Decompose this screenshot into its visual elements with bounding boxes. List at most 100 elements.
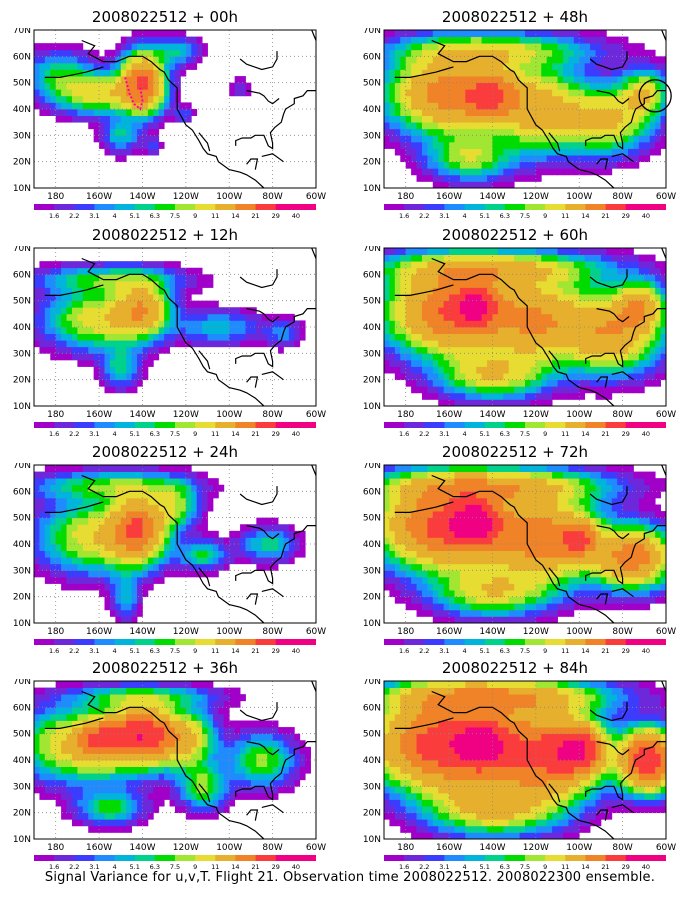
heatmap-cell	[169, 300, 176, 308]
heatmap-cell	[568, 254, 575, 262]
heatmap-cell	[223, 753, 230, 761]
heatmap-cell	[421, 49, 428, 57]
heatmap-cell	[465, 353, 472, 361]
heatmap-cell	[579, 56, 586, 64]
heatmap-cell	[175, 786, 181, 794]
heatmap-cell	[449, 392, 455, 400]
heatmap-cell	[272, 720, 279, 728]
heatmap-cell	[427, 307, 434, 315]
heatmap-cell	[459, 379, 466, 387]
colorbar-label: 3.1	[439, 212, 449, 220]
heatmap-cell	[411, 313, 417, 321]
heatmap-cell	[191, 812, 198, 820]
heatmap-cell	[207, 333, 214, 341]
heatmap-cell	[147, 307, 154, 315]
heatmap-cell	[44, 746, 51, 754]
heatmap-cell	[579, 392, 586, 400]
heatmap-cell	[546, 115, 553, 123]
heatmap-cell	[175, 109, 181, 116]
heatmap-cell	[606, 76, 613, 84]
heatmap-cell	[633, 62, 640, 70]
heatmap-cell	[142, 122, 149, 130]
heatmap-cell	[400, 320, 407, 328]
heatmap-cell	[153, 267, 160, 275]
heatmap-cell	[158, 720, 165, 728]
heatmap-cell	[267, 733, 274, 741]
lat-tick-label: 50N	[13, 297, 31, 307]
heatmap-cell	[169, 465, 176, 472]
heatmap-cell	[503, 82, 510, 90]
heatmap-cell	[191, 267, 198, 275]
heatmap-cell	[137, 333, 143, 341]
coastline	[246, 741, 280, 756]
heatmap-cell	[562, 248, 569, 255]
heatmap-cell	[557, 366, 564, 374]
heatmap-cell	[115, 346, 122, 354]
heatmap-cell	[39, 760, 46, 767]
heatmap-cell	[61, 300, 67, 308]
heatmap-cell	[109, 530, 116, 538]
heatmap-cell	[454, 30, 461, 37]
heatmap-cell	[50, 720, 57, 728]
heatmap-cell	[470, 56, 477, 64]
colorbar-swatch	[74, 204, 95, 210]
heatmap-cell	[299, 537, 306, 545]
heatmap-cell	[459, 148, 466, 156]
heatmap-cell	[175, 300, 181, 308]
heatmap-cell	[628, 102, 634, 110]
heatmap-cell	[109, 740, 116, 748]
heatmap-cell	[109, 128, 116, 136]
heatmap-cell	[223, 550, 230, 558]
heatmap-cell	[546, 366, 553, 374]
heatmap-cell	[261, 733, 268, 741]
heatmap-cell	[421, 148, 428, 156]
heatmap-cell	[126, 491, 133, 499]
heatmap-cell	[115, 62, 122, 70]
colorbar-label: 7.5	[170, 647, 180, 655]
heatmap-cell	[476, 254, 483, 262]
heatmap-cell	[530, 95, 537, 103]
heatmap-cell	[44, 707, 51, 715]
heatmap-cell	[465, 62, 472, 70]
heatmap-cell	[55, 786, 62, 794]
heatmap-cell	[50, 69, 57, 77]
heatmap-cell	[77, 806, 84, 814]
colorbar-swatch	[195, 639, 216, 645]
heatmap-cell	[120, 62, 127, 70]
heatmap-cell	[88, 720, 95, 728]
heatmap-cell	[212, 773, 219, 781]
heatmap-cell	[449, 148, 455, 156]
heatmap-cell	[606, 49, 613, 57]
heatmap-cell	[196, 320, 203, 328]
heatmap-cell	[55, 320, 62, 328]
heatmap-cell	[427, 392, 434, 400]
coastline	[394, 66, 454, 79]
heatmap-cell	[595, 89, 602, 97]
heatmap-cell	[185, 504, 192, 512]
heatmap-cell	[611, 128, 618, 136]
heatmap-cell	[546, 109, 553, 116]
heatmap-cell	[109, 102, 116, 110]
heatmap-cell	[77, 484, 84, 492]
heatmap-cell	[131, 300, 138, 308]
heatmap-cell	[476, 267, 483, 275]
heatmap-cell	[212, 766, 219, 774]
heatmap-cell	[142, 687, 149, 695]
heatmap-cell	[109, 550, 116, 558]
heatmap-cell	[389, 109, 396, 116]
heatmap-cell	[421, 174, 428, 182]
heatmap-cell	[153, 340, 160, 348]
heatmap-cell	[432, 56, 439, 64]
heatmap-cell	[88, 563, 95, 571]
heatmap-cell	[256, 563, 263, 571]
heatmap-cell	[541, 109, 548, 116]
heatmap-cell	[115, 537, 122, 545]
heatmap-cell	[476, 300, 483, 308]
heatmap-cell	[120, 49, 127, 57]
heatmap-cell	[34, 713, 40, 721]
heatmap-cell	[180, 681, 187, 688]
heatmap-cell	[638, 43, 645, 51]
heatmap-cell	[562, 49, 569, 57]
heatmap-cell	[82, 812, 89, 820]
lat-tick-label: 60N	[13, 270, 31, 280]
